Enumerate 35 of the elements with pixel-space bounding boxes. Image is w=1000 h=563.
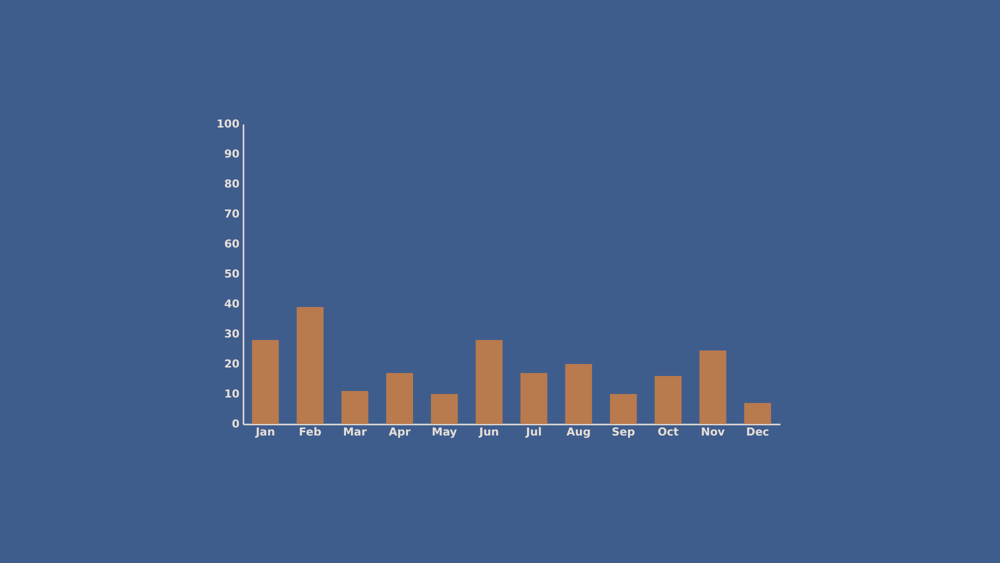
bar bbox=[744, 403, 772, 424]
x-tick-label: Oct bbox=[658, 426, 679, 438]
y-tick-label: 20 bbox=[224, 358, 240, 370]
bar bbox=[610, 394, 637, 424]
y-tick-label: 70 bbox=[224, 208, 240, 220]
bar bbox=[565, 364, 592, 424]
x-tick-label: Mar bbox=[342, 426, 368, 438]
bar bbox=[520, 373, 548, 424]
bar bbox=[252, 340, 279, 424]
y-tick-label: 60 bbox=[224, 238, 240, 250]
x-tick-label: Feb bbox=[298, 426, 322, 438]
y-tick-label: 30 bbox=[224, 328, 240, 340]
x-tick-label: Aug bbox=[566, 426, 591, 438]
bar bbox=[296, 307, 324, 424]
x-tick-label: Jan bbox=[254, 426, 276, 438]
y-tick-label: 0 bbox=[232, 418, 240, 430]
y-tick-label: 100 bbox=[216, 118, 240, 130]
bar bbox=[699, 350, 726, 424]
x-tick-label: Apr bbox=[388, 426, 412, 438]
x-tick-label: Sep bbox=[612, 426, 636, 438]
bar bbox=[476, 340, 503, 424]
bar bbox=[386, 373, 414, 424]
bar bbox=[430, 394, 458, 424]
y-tick-label: 50 bbox=[224, 268, 240, 280]
x-tick-label: Nov bbox=[700, 426, 726, 438]
x-tick-label: Jun bbox=[478, 426, 500, 438]
x-tick-label: Jul bbox=[525, 426, 542, 438]
bar bbox=[654, 376, 682, 424]
x-tick-label: Dec bbox=[746, 426, 770, 438]
bar bbox=[341, 391, 368, 424]
y-tick-label: 90 bbox=[224, 148, 240, 160]
y-tick-label: 80 bbox=[224, 178, 240, 190]
y-tick-label: 10 bbox=[224, 388, 240, 400]
y-tick-label: 40 bbox=[224, 298, 240, 310]
x-tick-label: May bbox=[432, 426, 457, 438]
